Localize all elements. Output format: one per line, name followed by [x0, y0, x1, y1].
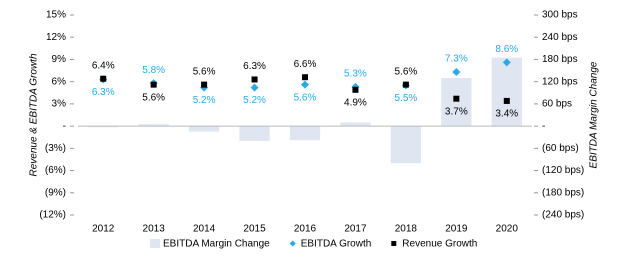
y-tick-label: 3%: [52, 99, 67, 110]
diamond-point: [502, 58, 511, 67]
data-label: 6.4%: [92, 60, 115, 71]
y2-tick-label: 180 bps: [542, 54, 578, 65]
data-label: 5.6%: [142, 92, 165, 103]
data-label: 3.4%: [495, 109, 518, 120]
y2-tick-label: -: [542, 121, 545, 132]
bar: [390, 126, 422, 164]
bar: [239, 126, 270, 141]
bar: [491, 57, 522, 127]
square-point: [150, 81, 157, 88]
data-label: 6.6%: [294, 59, 317, 70]
data-label: 5.2%: [243, 95, 266, 106]
data-label: 5.6%: [193, 66, 216, 77]
y-tick-label: 6%: [52, 76, 67, 87]
y-tick-label: (3%): [45, 143, 66, 154]
legend-swatch: [391, 241, 397, 246]
diamond-point: [250, 83, 259, 92]
diamond-point: [452, 68, 461, 77]
y2-tick-label: (180 bps): [542, 187, 584, 198]
x-tick-label: 2015: [243, 224, 266, 235]
y-tick-label: (6%): [45, 165, 66, 176]
y2-tick-label: 240 bps: [542, 32, 578, 43]
data-label: 8.6%: [495, 44, 518, 55]
data-label: 3.7%: [445, 106, 468, 117]
y-tick-label: -: [63, 121, 66, 132]
x-tick-label: 2012: [92, 224, 115, 235]
data-label: 6.3%: [243, 61, 266, 72]
y2-tick-label: (240 bps): [542, 210, 584, 221]
y-axis-title: Revenue & EBITDA Growth: [29, 53, 40, 176]
data-label: 5.6%: [294, 92, 317, 103]
data-label: 5.6%: [394, 66, 417, 77]
y2-tick-label: 60 bps: [542, 99, 572, 110]
x-tick-label: 2016: [294, 224, 317, 235]
y2-tick-label: (120 bps): [542, 165, 584, 176]
bar: [289, 126, 321, 141]
y2-axis-title: EBITDA Margin Change: [589, 61, 600, 168]
data-label: 4.9%: [344, 97, 367, 108]
legend-label: Revenue Growth: [402, 239, 477, 250]
y-tick-label: (12%): [39, 210, 66, 221]
data-label: 6.3%: [92, 87, 115, 98]
y2-tick-label: (60 bps): [542, 143, 579, 154]
y-tick-label: 15%: [46, 10, 66, 21]
square-point: [100, 75, 107, 82]
bar: [188, 126, 220, 132]
legend-swatch: [150, 239, 160, 248]
data-label: 5.8%: [142, 65, 165, 76]
x-tick-label: 2020: [496, 224, 519, 235]
y2-tick-label: 300 bps: [542, 10, 578, 21]
data-label: 5.5%: [394, 93, 417, 104]
diamond-point: [301, 80, 309, 89]
bar: [88, 126, 119, 128]
bar: [138, 124, 169, 127]
square-point: [402, 81, 409, 88]
x-tick-label: 2018: [395, 224, 418, 235]
x-tick-label: 2014: [193, 224, 216, 235]
square-point: [453, 95, 460, 102]
data-label: 7.3%: [445, 54, 468, 65]
x-tick-label: 2019: [445, 224, 468, 235]
y-tick-label: (9%): [45, 187, 66, 198]
legend-label: EBITDA Growth: [301, 239, 372, 250]
legend-label: EBITDA Margin Change: [163, 239, 270, 250]
square-point: [302, 74, 308, 81]
bar: [441, 77, 472, 127]
y-tick-label: 9%: [52, 54, 67, 65]
y2-tick-label: 120 bps: [542, 76, 578, 87]
legend-swatch: [289, 240, 296, 247]
square-point: [251, 76, 258, 83]
x-tick-label: 2013: [143, 224, 166, 235]
square-point: [503, 97, 510, 104]
x-tick-label: 2017: [344, 224, 367, 235]
square-point: [201, 81, 208, 88]
data-label: 5.2%: [193, 95, 216, 106]
bar: [340, 122, 371, 127]
y-tick-label: 12%: [46, 32, 66, 43]
data-label: 5.3%: [344, 68, 367, 79]
square-point: [352, 86, 359, 93]
